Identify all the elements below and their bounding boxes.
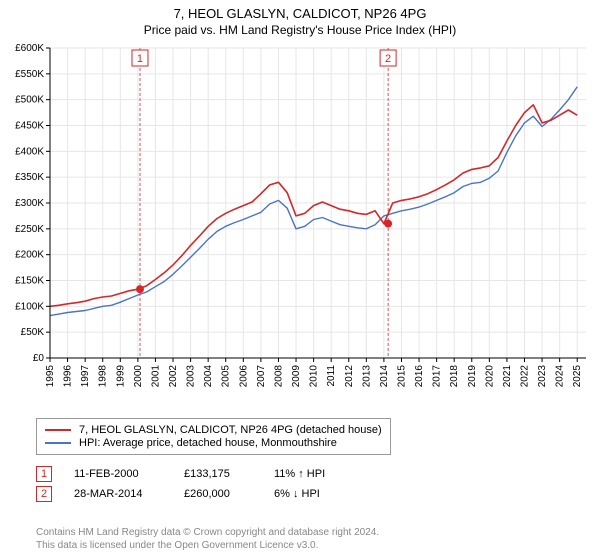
svg-text:1: 1 xyxy=(137,53,143,65)
sale-date: 11-FEB-2000 xyxy=(74,468,184,480)
price-chart: £0 £50K £100K £150K £200K £250K £300K £350K £400… xyxy=(8,44,592,406)
svg-text:2003: 2003 xyxy=(186,365,197,388)
svg-text:2018: 2018 xyxy=(449,365,460,388)
svg-text:1999: 1999 xyxy=(115,365,126,388)
svg-text:2023: 2023 xyxy=(537,365,548,388)
sale-row: 2 28-MAR-2014£260,0006% ↓ HPI xyxy=(36,486,384,502)
svg-text:2010: 2010 xyxy=(309,365,320,388)
svg-text:1997: 1997 xyxy=(80,365,91,388)
footer: Contains HM Land Registry data © Crown c… xyxy=(36,527,379,552)
page-subtitle: Price paid vs. HM Land Registry's House … xyxy=(0,23,600,37)
svg-text:£50K: £50K xyxy=(21,327,45,338)
sale-delta: 6% ↓ HPI xyxy=(274,488,384,500)
page-title: 7, HEOL GLASLYN, CALDICOT, NP26 4PG xyxy=(0,6,600,21)
legend-label: HPI: Average price, detached house, Monm… xyxy=(79,437,337,449)
sale-delta: 11% ↑ HPI xyxy=(274,468,384,480)
svg-text:2002: 2002 xyxy=(168,365,179,388)
svg-text:2001: 2001 xyxy=(150,365,161,388)
svg-text:£150K: £150K xyxy=(15,276,44,287)
footer-line-1: Contains HM Land Registry data © Crown c… xyxy=(36,527,379,540)
svg-text:2020: 2020 xyxy=(484,365,495,388)
sale-row: 1 11-FEB-2000£133,17511% ↑ HPI xyxy=(36,466,384,482)
legend-item: 7, HEOL GLASLYN, CALDICOT, NP26 4PG (det… xyxy=(45,424,382,436)
svg-text:£550K: £550K xyxy=(15,69,44,80)
svg-text:£600K: £600K xyxy=(15,44,44,54)
svg-text:£0: £0 xyxy=(33,353,45,364)
svg-text:2024: 2024 xyxy=(555,365,566,388)
sale-badge: 2 xyxy=(36,486,52,502)
svg-text:2021: 2021 xyxy=(502,365,513,388)
svg-text:2017: 2017 xyxy=(432,365,443,388)
svg-text:2004: 2004 xyxy=(203,365,214,388)
svg-text:2011: 2011 xyxy=(326,365,337,387)
svg-text:2022: 2022 xyxy=(519,365,530,388)
svg-text:2005: 2005 xyxy=(221,365,232,388)
svg-text:2006: 2006 xyxy=(238,365,249,388)
svg-text:2025: 2025 xyxy=(572,365,583,388)
sale-price: £133,175 xyxy=(184,468,274,480)
sale-price: £260,000 xyxy=(184,488,274,500)
legend: 7, HEOL GLASLYN, CALDICOT, NP26 4PG (det… xyxy=(36,418,391,455)
svg-text:2015: 2015 xyxy=(396,365,407,388)
svg-text:1995: 1995 xyxy=(45,365,56,388)
legend-item: HPI: Average price, detached house, Monm… xyxy=(45,437,382,449)
svg-text:2016: 2016 xyxy=(414,365,425,388)
svg-text:2012: 2012 xyxy=(344,365,355,388)
svg-text:2: 2 xyxy=(385,53,391,65)
svg-text:£100K: £100K xyxy=(15,301,44,312)
svg-text:£400K: £400K xyxy=(15,146,44,157)
svg-text:£350K: £350K xyxy=(15,172,44,183)
svg-text:2000: 2000 xyxy=(133,365,144,388)
svg-text:2013: 2013 xyxy=(361,365,372,388)
sale-date: 28-MAR-2014 xyxy=(74,488,184,500)
svg-text:£300K: £300K xyxy=(15,198,44,209)
legend-label: 7, HEOL GLASLYN, CALDICOT, NP26 4PG (det… xyxy=(79,424,382,436)
svg-text:£200K: £200K xyxy=(15,250,44,261)
footer-line-2: This data is licensed under the Open Gov… xyxy=(36,540,379,553)
svg-text:2008: 2008 xyxy=(273,365,284,388)
svg-text:2007: 2007 xyxy=(256,365,267,388)
sales-table: 1 11-FEB-2000£133,17511% ↑ HPI 2 28-MAR-201… xyxy=(36,462,384,506)
svg-text:2009: 2009 xyxy=(291,365,302,388)
svg-text:1996: 1996 xyxy=(63,365,74,388)
svg-text:1998: 1998 xyxy=(98,365,109,388)
svg-text:£250K: £250K xyxy=(15,224,44,235)
svg-text:2014: 2014 xyxy=(379,365,390,388)
svg-text:£500K: £500K xyxy=(15,95,44,106)
svg-text:£450K: £450K xyxy=(15,121,44,132)
legend-swatch xyxy=(45,429,71,431)
svg-text:2019: 2019 xyxy=(467,365,478,388)
sale-badge: 1 xyxy=(36,466,52,482)
legend-swatch xyxy=(45,442,71,444)
